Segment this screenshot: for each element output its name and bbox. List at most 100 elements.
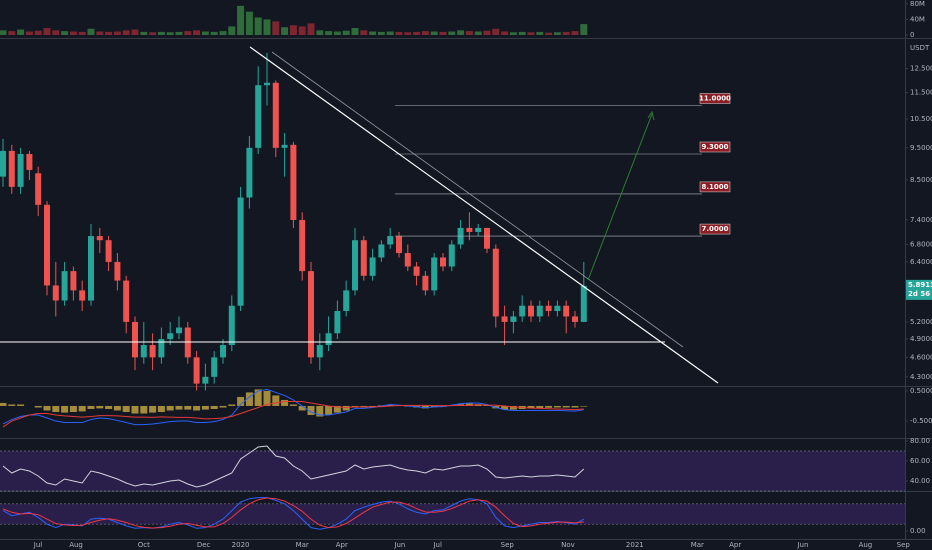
volume-bar	[157, 31, 165, 35]
volume-bar	[439, 31, 447, 35]
macd-histogram	[325, 405, 333, 416]
macd-histogram	[96, 405, 104, 409]
macd-histogram	[210, 405, 218, 409]
candle-body	[167, 333, 174, 340]
candle-body	[149, 345, 156, 358]
volume-bar	[210, 31, 218, 35]
candle-body	[554, 305, 561, 312]
candle-body	[466, 227, 473, 232]
y-tick-label: 80.00	[910, 437, 930, 445]
volume-bar	[34, 30, 42, 35]
candle-body	[70, 271, 77, 291]
candle-body	[334, 311, 341, 334]
volume-bar	[272, 21, 280, 35]
volume-bar	[166, 32, 174, 35]
candle-body	[105, 240, 112, 262]
x-tick-label: Jul	[432, 541, 442, 549]
candle-body	[17, 153, 24, 187]
volume-bar	[377, 31, 385, 35]
volume-bar	[25, 31, 33, 35]
candle-body	[193, 357, 200, 384]
candle-body	[439, 257, 446, 267]
macd-histogram	[272, 395, 280, 406]
volume-bar	[571, 31, 579, 35]
band	[0, 451, 905, 491]
countdown-label: 2d 56	[908, 290, 930, 298]
macd-histogram	[536, 405, 544, 409]
candle-body	[8, 150, 15, 187]
trend-line	[271, 51, 684, 348]
volume-bar	[289, 25, 297, 35]
x-tick-label: Apr	[729, 541, 741, 549]
candle-body	[140, 345, 147, 358]
volume-bar	[122, 30, 130, 35]
macd-histogram	[333, 405, 341, 413]
volume-bar	[254, 17, 262, 35]
macd-histogram	[193, 405, 201, 411]
volume-bar	[448, 31, 456, 35]
x-tick-label: Dec	[197, 541, 211, 549]
candle-body	[96, 236, 103, 241]
x-tick-label: Sep	[501, 541, 515, 549]
candle-body	[263, 82, 270, 86]
candle-body	[281, 144, 288, 148]
volume-bar	[281, 27, 289, 35]
volume-bar	[78, 31, 86, 35]
y-tick-label: 6.8000	[910, 240, 932, 248]
y-tick-label: 9.5000	[910, 144, 932, 152]
volume-bar	[465, 31, 473, 35]
volume-bar	[333, 31, 341, 35]
candle-body	[387, 236, 394, 245]
macd-histogram	[17, 404, 25, 406]
macd-histogram	[69, 405, 77, 412]
volume-bar	[113, 31, 121, 35]
volume-bar	[536, 31, 544, 35]
candle-body	[228, 305, 235, 346]
candle-body	[448, 244, 455, 267]
candle-body	[131, 321, 138, 358]
candle-body	[175, 327, 182, 334]
x-tick-label: Aug	[859, 541, 873, 549]
volume-bar	[17, 29, 25, 35]
macd-histogram	[386, 404, 394, 406]
volume-bar	[386, 31, 394, 35]
macd-histogram	[78, 405, 86, 412]
y-tick-label: 5.2000	[910, 318, 932, 326]
volume-bar	[430, 31, 438, 35]
volume-bar	[43, 28, 51, 35]
volume-bar	[52, 30, 60, 35]
y-tick-label: 6.4000	[910, 258, 932, 266]
candle-body	[255, 85, 262, 148]
volume-bar	[483, 30, 491, 35]
candle-body	[483, 227, 490, 249]
candle-body	[299, 220, 306, 272]
macd-histogram	[483, 405, 491, 406]
macd-histogram	[131, 405, 139, 414]
candle-body	[360, 240, 367, 276]
volume-bar	[501, 31, 509, 35]
macd-histogram	[237, 396, 245, 406]
candle-body	[43, 204, 50, 286]
y-tick-label: 7.4000	[910, 216, 932, 224]
y-tick-label: 11.5000	[910, 89, 932, 97]
volume-bar	[228, 26, 236, 35]
candle-body	[563, 305, 570, 317]
candle-body	[52, 285, 59, 301]
macd-histogram	[157, 405, 165, 412]
candle-body	[316, 345, 323, 358]
volume-bar	[421, 31, 429, 35]
macd-histogram	[8, 404, 16, 406]
target-label-box	[699, 93, 731, 104]
candle-body	[325, 333, 332, 346]
macd-histogram	[298, 405, 306, 411]
x-tick-label: Mar	[296, 541, 309, 549]
macd-histogram	[289, 404, 297, 406]
volume-bar	[61, 31, 69, 35]
candle-body	[536, 305, 543, 317]
indicator-line	[2, 497, 584, 529]
candle-body	[510, 316, 517, 322]
volume-bar	[0, 30, 7, 35]
volume-bar	[96, 31, 104, 35]
